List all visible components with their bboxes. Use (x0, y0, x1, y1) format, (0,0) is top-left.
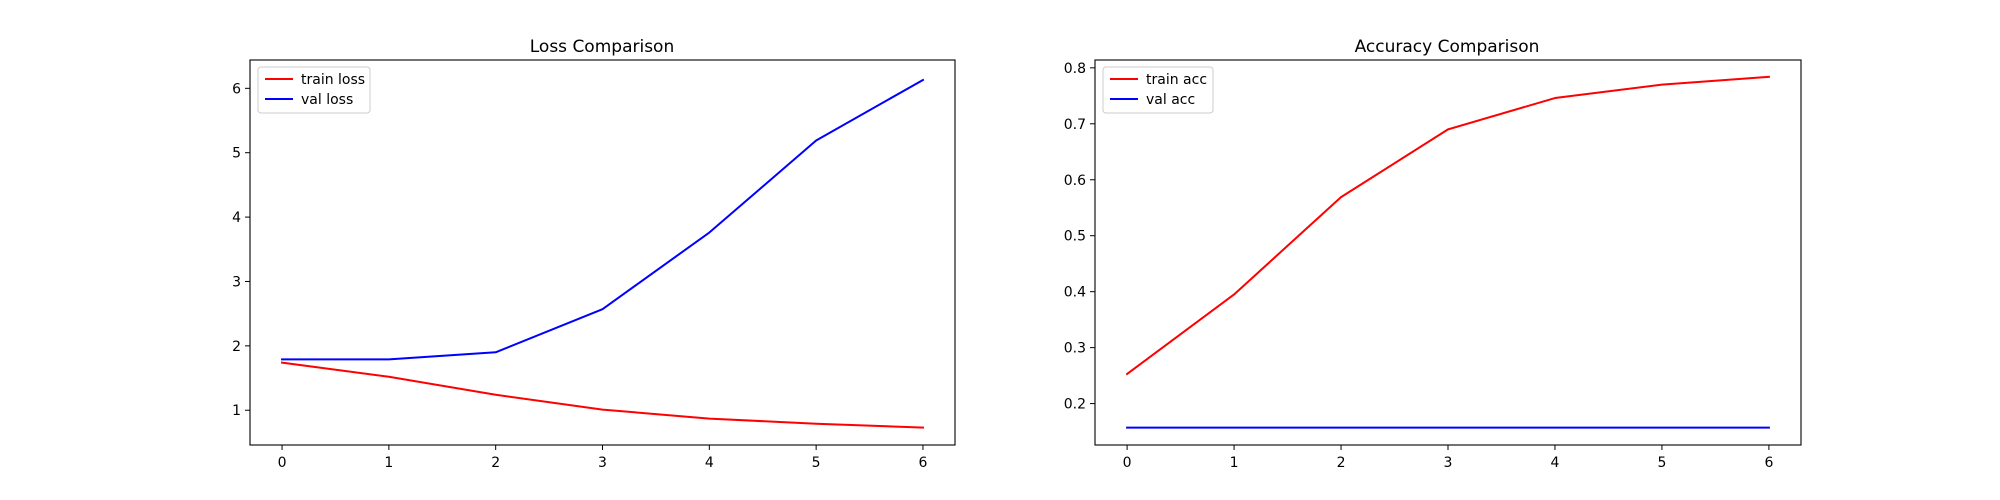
plot-frame (249, 59, 956, 446)
x-tick-label: 1 (1230, 455, 1239, 471)
y-tick-label: 0.6 (1064, 173, 1086, 189)
x-tick-label: 5 (812, 455, 821, 471)
y-tick-label: 5 (232, 146, 241, 162)
plot-layer: 0 1 2 3 4 5 6 1 2 3 4 5 6 (232, 78, 927, 471)
y-tick-label: 6 (232, 81, 241, 97)
chart-title: Accuracy Comparison (1355, 37, 1540, 57)
x-tick-label: 0 (278, 455, 287, 471)
y-tick-label: 0.8 (1064, 61, 1086, 77)
y-tick-label: 2 (232, 339, 241, 355)
accuracy-comparison-chart: Accuracy Comparison 0 1 2 3 4 5 60.20.30.40.50… (1064, 37, 1802, 471)
y-tick-label: 0.3 (1064, 341, 1086, 357)
x-tick-label: 2 (1337, 455, 1346, 471)
plot-layer: 0 1 2 3 4 5 6 0.2 0.3 0.4 0.5 0.6 0.7 0.8 (1064, 61, 1774, 471)
chart-title: Loss Comparison (530, 37, 674, 57)
legend-label-train-loss: train loss (301, 72, 365, 88)
x-tick-label: 3 (1444, 455, 1453, 471)
x-tick-label: 6 (918, 455, 927, 471)
plot-frame (1094, 59, 1802, 446)
legend-label-val-acc: val acc (1146, 92, 1195, 108)
y-tick-label: 0.7 (1064, 117, 1086, 133)
series-line-val-loss (281, 78, 925, 361)
y-tick-label: 0.2 (1064, 397, 1086, 413)
legend-label-train-acc: train acc (1146, 72, 1207, 88)
x-tick-label: 5 (1657, 455, 1666, 471)
x-tick-label: 3 (598, 455, 607, 471)
legend: train acc val acc (1102, 66, 1214, 114)
x-tick-label: 1 (384, 455, 393, 471)
x-tick-label: 0 (1123, 455, 1132, 471)
loss-comparison-chart: Loss Comparison 0 1 2 3 4 5 6 1 2 3 4 5 6 train loss… (232, 37, 956, 471)
y-tick-label: 0.4 (1064, 285, 1086, 301)
y-tick-label: 1 (232, 403, 241, 419)
series-line-train-acc (1125, 75, 1770, 376)
y-tick-label: 0.5 (1064, 229, 1086, 245)
x-tick-label: 4 (1551, 455, 1560, 471)
y-tick-label: 4 (232, 210, 241, 226)
x-tick-label: 2 (491, 455, 500, 471)
x-tick-label: 6 (1764, 455, 1773, 471)
legend: train loss val loss (257, 66, 371, 114)
legend-label-val-loss: val loss (301, 92, 353, 108)
y-tick-label: 3 (232, 274, 241, 290)
x-tick-label: 4 (705, 455, 714, 471)
series-line-train-loss (280, 361, 924, 429)
